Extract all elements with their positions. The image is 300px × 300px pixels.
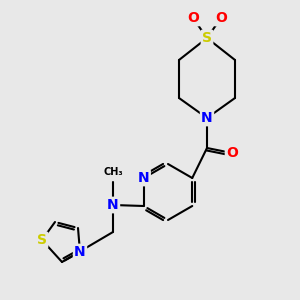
Text: O: O (226, 146, 238, 160)
Text: N: N (74, 245, 86, 259)
Text: N: N (201, 111, 213, 125)
Text: CH₃: CH₃ (103, 167, 123, 177)
Text: S: S (202, 31, 212, 45)
Text: O: O (187, 11, 199, 25)
Text: N: N (138, 171, 150, 185)
Text: S: S (37, 233, 47, 247)
Text: N: N (107, 198, 119, 212)
Text: O: O (215, 11, 227, 25)
